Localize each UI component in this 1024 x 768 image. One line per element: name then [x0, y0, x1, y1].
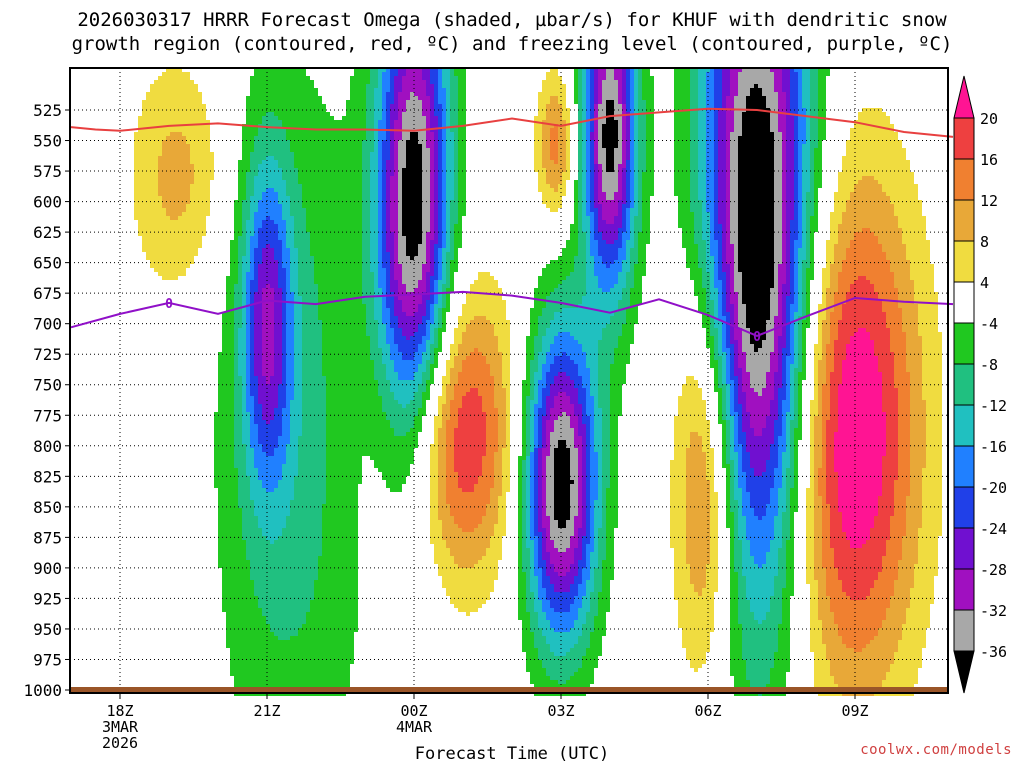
colorbar-tick-label: -12 [980, 397, 1007, 415]
colorbar-top-arrow [953, 75, 975, 119]
y-tick-label: 800 [33, 437, 62, 456]
x-axis-label: Forecast Time (UTC) [0, 744, 1024, 764]
surface-ground-band [71, 687, 947, 693]
colorbar-bin [953, 158, 975, 201]
colorbar-bottom-arrow [953, 650, 975, 694]
colorbar-bin [953, 117, 975, 160]
colorbar-bin [953, 199, 975, 242]
chart-grid [70, 68, 948, 693]
chart-axes: 525 550 575 600 625 650 675 700 725 750 775 800 825 8… [23, 67, 949, 752]
surface-ground [71, 687, 947, 693]
colorbar-tick-label: 8 [980, 233, 989, 251]
y-tick-label: 600 [33, 193, 62, 212]
x-tick-label: 00Z [400, 702, 427, 720]
colorbar-tick-label: -24 [980, 520, 1007, 538]
x-tick-label: 4MAR [396, 718, 433, 736]
x-tick-label: 09Z [841, 702, 868, 720]
contour-label: 0 [165, 297, 173, 312]
colorbar-tick-label: -16 [980, 438, 1007, 456]
freezing-level-contour-line [70, 290, 954, 337]
x-tick-label: 2026 [102, 734, 138, 752]
y-tick-label: 675 [33, 284, 62, 303]
colorbar-bin [953, 445, 975, 488]
x-tick-label: 3MAR [102, 718, 139, 736]
dendritic-growth-contour-line [70, 107, 954, 138]
colorbar-bin [953, 404, 975, 447]
chart-title-line2: growth region (contoured, red, ºC) and f… [0, 33, 1024, 55]
chart-title-line1: 2026030317 HRRR Forecast Omega (shaded, … [0, 9, 1024, 31]
colorbar-tick-label: -36 [980, 643, 1007, 661]
y-tick-label: 850 [33, 498, 62, 517]
x-tick-label: 06Z [694, 702, 721, 720]
y-tick-label: 650 [33, 254, 62, 273]
x-tick-label: 21Z [253, 702, 280, 720]
colorbar-bin [953, 281, 975, 324]
y-tick-label: 775 [33, 406, 62, 425]
contour-label: 0 [753, 330, 761, 345]
y-tick-label: 700 [33, 315, 62, 334]
colorbar-bin [953, 486, 975, 529]
colorbar-tick-label: 4 [980, 274, 989, 292]
y-tick-label: 825 [33, 467, 62, 486]
credit-text: coolwx.com/models [860, 742, 1012, 758]
y-tick-label: 875 [33, 528, 62, 547]
y-tick-label: 750 [33, 376, 62, 395]
colorbar-bin [953, 240, 975, 283]
y-tick-label: 925 [33, 589, 62, 608]
omega-heatmap [134, 68, 942, 696]
colorbar-bin [953, 609, 975, 652]
colorbar-tick-label: -28 [980, 561, 1007, 579]
colorbar-legend: 20 16 12 8 4 -4 -8 -12 -16 -20 -24 -28 -32 -36 [953, 75, 1007, 694]
y-tick-label: 975 [33, 650, 62, 669]
colorbar-tick-label: 16 [980, 151, 998, 169]
y-tick-label: 900 [33, 559, 62, 578]
y-tick-label: 525 [33, 101, 62, 120]
x-tick-label: 18Z [106, 702, 133, 720]
y-tick-label: 575 [33, 162, 62, 181]
colorbar-bin [953, 568, 975, 611]
y-tick-label: 550 [33, 132, 62, 151]
colorbar-tick-label: -20 [980, 479, 1007, 497]
colorbar-bin [953, 363, 975, 406]
y-tick-label: 1000 [23, 681, 62, 700]
y-tick-label: 950 [33, 620, 62, 639]
colorbar-tick-label: 20 [980, 110, 998, 128]
contour-lines: 00 [70, 107, 954, 345]
colorbar-bin [953, 527, 975, 570]
plot-frame [69, 67, 949, 694]
colorbar-tick-label: -4 [980, 315, 998, 333]
colorbar-tick-label: 12 [980, 192, 998, 210]
x-tick-label: 03Z [547, 702, 574, 720]
colorbar-tick-label: -8 [980, 356, 998, 374]
y-tick-label: 625 [33, 223, 62, 242]
y-tick-label: 725 [33, 345, 62, 364]
colorbar-bin [953, 322, 975, 365]
colorbar-tick-label: -32 [980, 602, 1007, 620]
